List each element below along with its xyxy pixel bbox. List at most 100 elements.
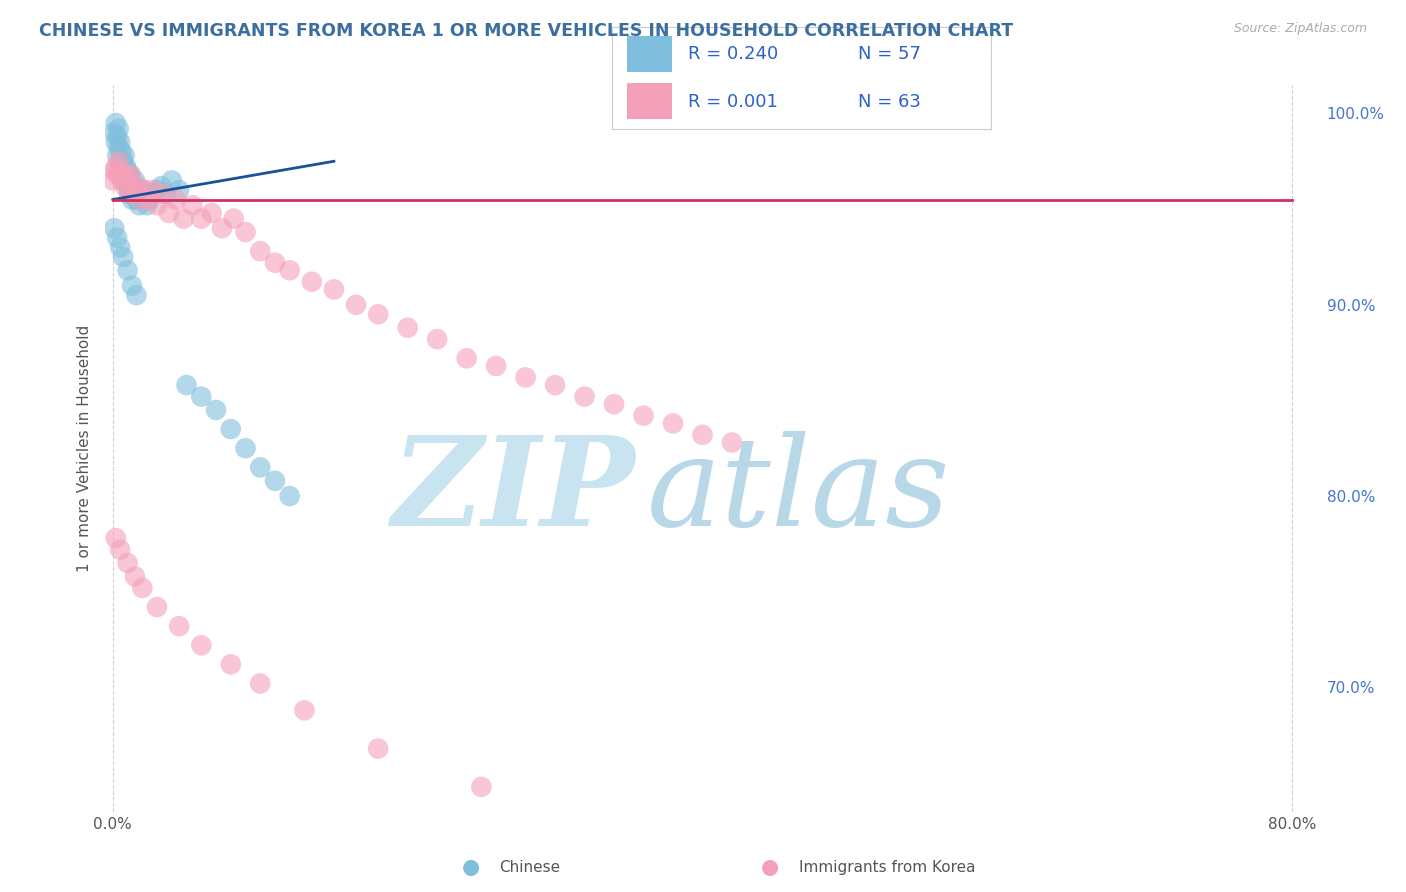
Point <box>124 173 146 187</box>
Point <box>120 168 142 182</box>
Y-axis label: 1 or more Vehicles in Household: 1 or more Vehicles in Household <box>76 325 91 572</box>
Point <box>396 320 419 334</box>
Point <box>173 211 195 226</box>
Point <box>115 160 138 174</box>
Point <box>107 121 129 136</box>
Text: ZIP: ZIP <box>391 431 634 553</box>
Point <box>142 183 165 197</box>
Point <box>117 556 139 570</box>
Point <box>249 244 271 259</box>
Point <box>117 164 139 178</box>
Point <box>181 198 204 212</box>
Text: N = 63: N = 63 <box>858 93 921 111</box>
Text: ●: ● <box>463 857 479 877</box>
Text: Chinese: Chinese <box>499 860 560 874</box>
Point <box>367 741 389 756</box>
Point <box>103 126 125 140</box>
Point <box>146 183 169 197</box>
Point <box>101 173 124 187</box>
Point <box>108 154 131 169</box>
Point <box>121 193 143 207</box>
Text: Immigrants from Korea: Immigrants from Korea <box>799 860 976 874</box>
Point <box>278 489 301 503</box>
Point <box>121 186 143 201</box>
Point <box>167 183 190 197</box>
Point <box>124 569 146 583</box>
Point <box>129 193 152 207</box>
Text: N = 57: N = 57 <box>858 45 921 63</box>
Point <box>117 173 139 187</box>
Point <box>104 116 127 130</box>
Point <box>121 278 143 293</box>
Point <box>278 263 301 277</box>
Point <box>127 183 149 197</box>
Point <box>108 135 131 149</box>
Point <box>108 240 131 254</box>
Point <box>470 780 492 794</box>
Point <box>190 211 212 226</box>
Point <box>111 173 134 187</box>
Point <box>131 193 153 207</box>
Point <box>155 186 177 201</box>
Point <box>344 298 367 312</box>
Point <box>633 409 655 423</box>
Point <box>107 154 129 169</box>
Point <box>125 288 148 302</box>
Point <box>211 221 233 235</box>
Point <box>165 193 187 207</box>
Point <box>456 351 478 366</box>
Point <box>111 160 134 174</box>
Point <box>125 193 148 207</box>
Point <box>167 619 190 633</box>
Point <box>105 168 128 182</box>
Point <box>118 183 141 197</box>
Point <box>120 168 142 182</box>
Point <box>122 179 145 194</box>
Point <box>485 359 508 373</box>
Point <box>112 168 135 182</box>
Point <box>104 160 127 174</box>
Point <box>721 435 744 450</box>
Point <box>104 135 127 149</box>
Point <box>138 193 160 207</box>
Point <box>129 186 152 201</box>
Point <box>142 186 165 201</box>
Point <box>115 168 138 182</box>
Text: R = 0.001: R = 0.001 <box>688 93 778 111</box>
Point <box>249 676 271 690</box>
Point <box>112 250 135 264</box>
Text: R = 0.240: R = 0.240 <box>688 45 778 63</box>
Point <box>112 154 135 169</box>
Point <box>176 378 198 392</box>
Point <box>152 186 174 201</box>
Point <box>112 168 135 182</box>
Point <box>235 225 257 239</box>
Point <box>135 198 157 212</box>
Point <box>150 179 173 194</box>
Point <box>104 531 127 545</box>
Point <box>131 581 153 595</box>
Point <box>219 422 242 436</box>
Point <box>118 173 141 187</box>
Point <box>108 164 131 178</box>
Point <box>136 193 159 207</box>
Point <box>124 183 146 197</box>
Point <box>323 282 346 296</box>
Point <box>222 211 245 226</box>
Point <box>115 173 138 187</box>
Point <box>105 129 128 144</box>
Point <box>108 542 131 557</box>
Point <box>117 263 139 277</box>
Point <box>515 370 537 384</box>
Point <box>103 164 125 178</box>
Point <box>219 657 242 672</box>
Point <box>105 148 128 162</box>
Point <box>146 198 169 212</box>
Point <box>114 179 136 194</box>
Point <box>662 417 685 431</box>
Point <box>118 186 141 201</box>
Point <box>107 141 129 155</box>
Point <box>127 179 149 194</box>
Point <box>146 600 169 615</box>
Bar <box>627 83 672 119</box>
